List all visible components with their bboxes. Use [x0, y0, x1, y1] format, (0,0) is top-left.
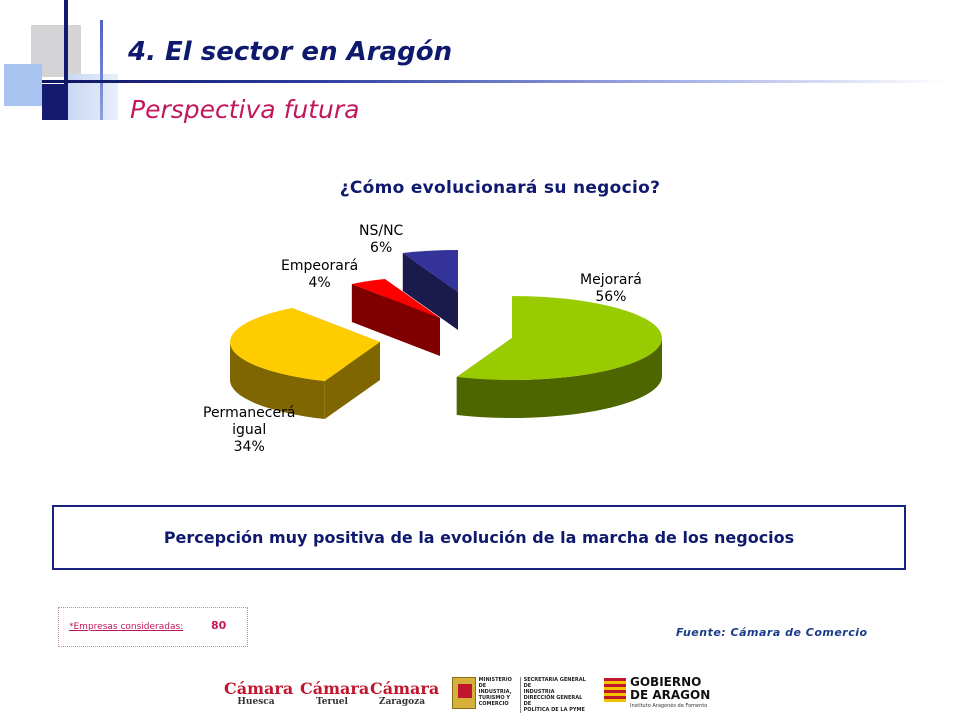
header-deco-navy-square — [42, 84, 64, 120]
gobierno-line-2: DE ARAGON — [630, 688, 711, 702]
gobierno-text: GOBIERNO DE ARAGON — [630, 676, 710, 702]
label-permanecera-value: 34% — [233, 439, 265, 455]
ministerio-line-1: MINISTERIO — [478, 677, 512, 683]
secretaria-line-2: INDUSTRIA — [523, 689, 555, 695]
camara-huesca-city: Huesca — [237, 697, 275, 707]
label-empeorara-name: Empeorará — [281, 258, 359, 274]
pie-slice-empeorara — [351, 278, 440, 356]
source-note: Fuente: Cámara de Comercio — [676, 626, 868, 639]
secretaria-text: SECRETARIA GENERAL DE INDUSTRIA DIRECCIÓ… — [519, 677, 588, 713]
label-mejorara-name: Mejorará — [580, 272, 642, 288]
label-nsnc-value: 6% — [370, 240, 393, 256]
secretaria-line-3: DIRECCIÓN GENERAL DE — [523, 695, 583, 707]
spain-shield-icon — [452, 677, 476, 709]
ministerio-line-4: COMERCIO — [478, 701, 509, 707]
pie-slice-nsnc — [402, 250, 458, 330]
empresas-value: 80 — [211, 619, 227, 632]
conclusion-text: Percepción muy positiva de la evolución … — [163, 528, 795, 547]
camara-zaragoza-name: Cámara — [370, 679, 440, 698]
gobierno-aragon-logo: GOBIERNO DE ARAGON Instituto Aragonés de… — [604, 676, 714, 712]
instituto-text: Instituto Aragonés de Fomento — [630, 703, 708, 709]
label-nsnc-name: NS/NC — [359, 223, 404, 239]
ministerio-logo: MINISTERIO DE INDUSTRIA, TURISMO Y COMER… — [452, 677, 588, 713]
header-deco-vertical-line — [64, 0, 68, 120]
label-permanecera-name-1: Permanecerá — [203, 405, 296, 421]
camara-huesca-logo: Cámara Huesca — [224, 679, 294, 708]
label-permanecera-name-2: igual — [232, 422, 267, 438]
label-mejorara: Mejorará 56% — [580, 272, 642, 306]
camara-zaragoza-city: Zaragoza — [378, 697, 426, 707]
label-mejorara-value: 56% — [595, 289, 627, 305]
slide-subtitle: Perspectiva futura — [130, 95, 360, 124]
label-permanecera: Permanecerá igual 34% — [203, 405, 295, 456]
label-empeorara-value: 4% — [308, 275, 331, 291]
header-deco-blue-square — [4, 64, 42, 106]
pie-chart — [230, 250, 662, 420]
gobierno-line-1: GOBIERNO — [630, 675, 702, 689]
label-empeorara: Empeorará 4% — [281, 258, 358, 292]
camara-zaragoza-logo: Cámara Zaragoza — [370, 679, 440, 708]
pie-slice-mejorara — [456, 296, 662, 418]
pie-slice-permanecera — [230, 308, 380, 420]
empresas-box: *Empresas consideradas: 80 — [58, 607, 248, 647]
empresas-label: *Empresas consideradas: — [69, 622, 184, 632]
header-deco-vertical-line-2 — [100, 20, 103, 120]
slide-title: 4. El sector en Aragón — [128, 37, 453, 67]
camara-huesca-name: Cámara — [224, 679, 294, 698]
camara-teruel-city: Teruel — [316, 697, 348, 707]
ministerio-line-2: DE INDUSTRIA, — [478, 683, 512, 695]
chart-title: ¿Cómo evolucionará su negocio? — [339, 178, 661, 198]
ministerio-line-3: TURISMO Y — [478, 695, 510, 701]
header-rule — [42, 80, 947, 83]
camara-teruel-name: Cámara — [300, 679, 370, 698]
conclusion-box: Percepción muy positiva de la evolución … — [52, 505, 906, 570]
camara-teruel-logo: Cámara Teruel — [300, 679, 370, 708]
aragon-flag-icon — [604, 678, 626, 702]
label-nsnc: NS/NC 6% — [359, 223, 403, 257]
secretaria-line-1: SECRETARIA GENERAL DE — [523, 677, 586, 689]
secretaria-line-4: POLÍTICA DE LA PYME — [523, 707, 585, 713]
ministerio-text: MINISTERIO DE INDUSTRIA, TURISMO Y COMER… — [479, 677, 517, 707]
